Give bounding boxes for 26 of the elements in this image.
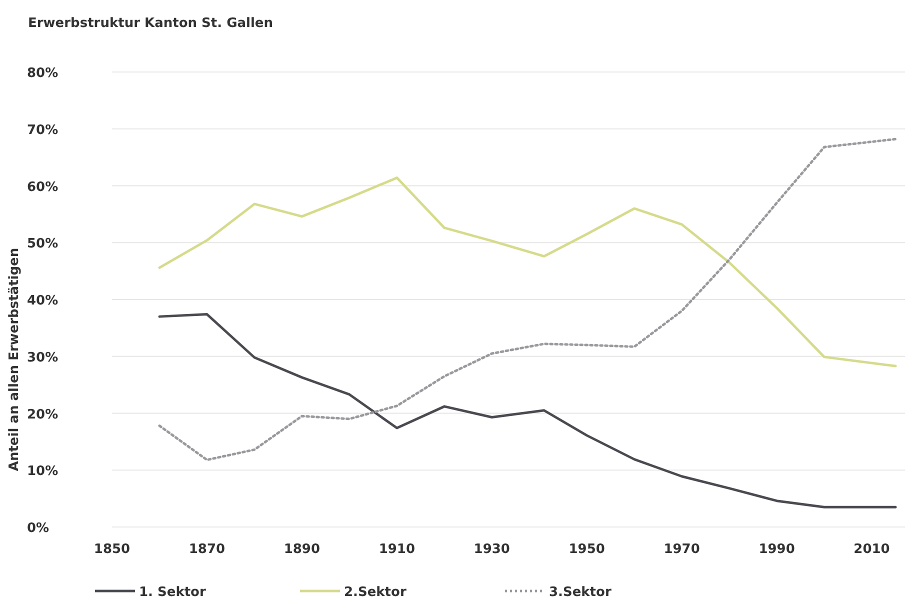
x-tick-label: 2010 (854, 542, 890, 557)
x-tick-label: 1930 (474, 542, 510, 557)
y-tick-label: 0% (27, 521, 50, 536)
x-tick-label: 1850 (94, 542, 130, 557)
legend-label: 2.Sektor (344, 585, 407, 600)
legend-label: 3.Sektor (549, 585, 612, 600)
line-series (158, 313, 897, 508)
x-tick-label: 1870 (188, 542, 226, 557)
chart-title: Erwerbstruktur Kanton St. Gallen (28, 16, 274, 31)
y-tick-label: 10% (27, 464, 58, 480)
x-tick-label: 1890 (284, 542, 320, 557)
x-tick-label: 1970 (664, 542, 700, 557)
x-tick-label: 1950 (568, 542, 605, 557)
y-tick-label: 80% (27, 66, 58, 81)
line-series (158, 176, 897, 368)
legend-label: 1. Sektor (139, 585, 206, 600)
x-tick-label: 1990 (758, 542, 795, 557)
y-tick-label: 20% (27, 407, 58, 422)
y-tick-label: 30% (27, 350, 58, 366)
x-tick-label: 1910 (378, 542, 416, 557)
y-axis-title: Anteil an allen Erwerbstätigen (7, 248, 22, 472)
y-tick-label: 70% (27, 122, 58, 138)
y-tick-label: 60% (27, 180, 58, 195)
y-tick-label: 50% (27, 236, 58, 252)
line-series (158, 138, 897, 462)
y-tick-label: 40% (27, 294, 58, 308)
